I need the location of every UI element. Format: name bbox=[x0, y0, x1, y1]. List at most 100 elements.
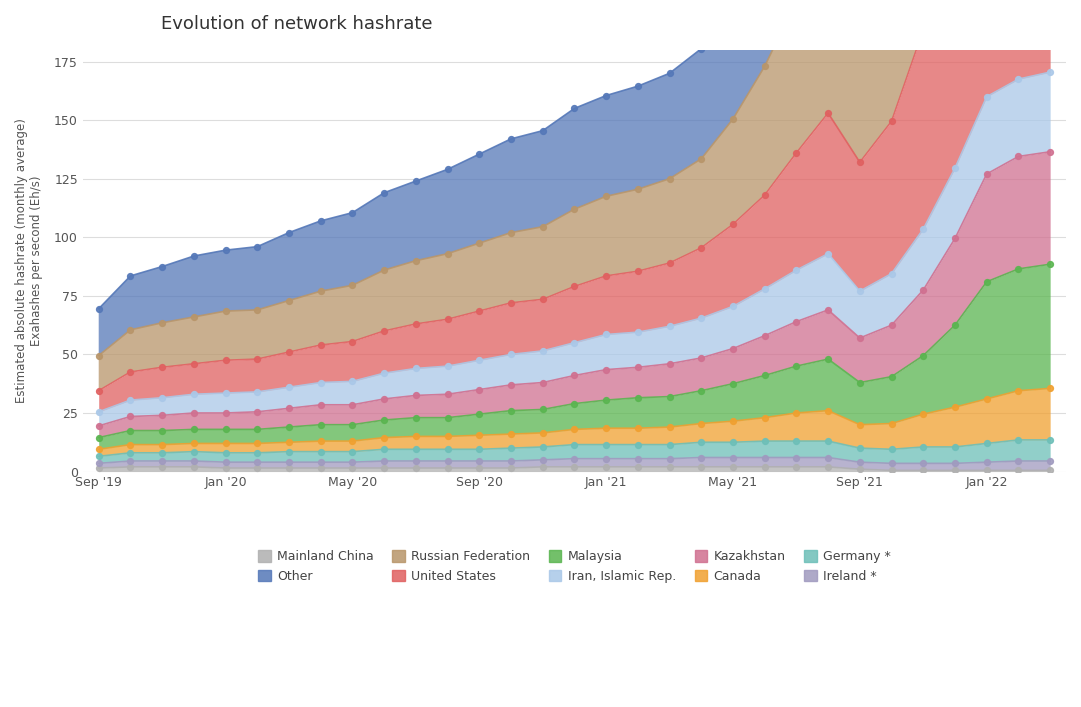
Point bbox=[249, 423, 266, 435]
Point bbox=[154, 425, 171, 436]
Point bbox=[915, 24, 932, 35]
Point bbox=[154, 317, 171, 329]
Point bbox=[312, 446, 330, 457]
Point bbox=[788, 0, 805, 6]
Point bbox=[629, 81, 646, 92]
Point bbox=[503, 455, 520, 467]
Point bbox=[408, 455, 425, 467]
Point bbox=[851, 457, 868, 468]
Point bbox=[249, 304, 266, 315]
Point bbox=[978, 91, 996, 103]
Point bbox=[185, 250, 202, 262]
Point bbox=[122, 425, 139, 436]
Point bbox=[344, 336, 361, 347]
Point bbox=[439, 431, 456, 442]
Point bbox=[883, 464, 900, 476]
Point bbox=[470, 462, 488, 474]
Point bbox=[503, 133, 520, 144]
Point bbox=[788, 264, 805, 276]
Point bbox=[851, 377, 868, 388]
Point bbox=[756, 370, 773, 381]
Point bbox=[90, 457, 107, 469]
Point bbox=[756, 284, 773, 295]
Point bbox=[312, 339, 330, 351]
Point bbox=[946, 163, 963, 174]
Point bbox=[122, 461, 139, 472]
Point bbox=[122, 439, 139, 450]
Point bbox=[375, 264, 392, 276]
Point bbox=[598, 423, 615, 434]
Point bbox=[470, 238, 488, 249]
Point bbox=[408, 462, 425, 474]
Point bbox=[375, 455, 392, 467]
Point bbox=[851, 464, 868, 475]
Point bbox=[565, 337, 583, 349]
Point bbox=[470, 305, 488, 317]
Point bbox=[439, 412, 456, 423]
Point bbox=[724, 437, 742, 448]
Point bbox=[280, 403, 297, 414]
Point bbox=[1010, 455, 1027, 467]
Point bbox=[598, 329, 615, 340]
Point bbox=[439, 455, 456, 467]
Point bbox=[819, 461, 837, 472]
Point bbox=[280, 462, 297, 474]
Point bbox=[312, 377, 330, 388]
Point bbox=[375, 462, 392, 474]
Point bbox=[280, 295, 297, 306]
Point bbox=[946, 233, 963, 244]
Point bbox=[154, 392, 171, 404]
Point bbox=[439, 389, 456, 400]
Point bbox=[534, 404, 551, 415]
Point bbox=[408, 175, 425, 187]
Point bbox=[439, 462, 456, 474]
Point bbox=[629, 327, 646, 338]
Point bbox=[344, 457, 361, 468]
Legend: Mainland China, Other, Russian Federation, United States, Malaysia, Iran, Islami: Mainland China, Other, Russian Federatio… bbox=[253, 545, 896, 588]
Point bbox=[1010, 464, 1027, 476]
Point bbox=[915, 457, 932, 469]
Point bbox=[312, 419, 330, 431]
Point bbox=[629, 453, 646, 464]
Point bbox=[946, 457, 963, 469]
Point bbox=[470, 430, 488, 441]
Point bbox=[724, 343, 742, 354]
Point bbox=[217, 245, 235, 256]
Point bbox=[1010, 434, 1027, 445]
Point bbox=[470, 444, 488, 455]
Point bbox=[883, 371, 900, 382]
Point bbox=[470, 384, 488, 395]
Point bbox=[470, 455, 488, 467]
Point bbox=[185, 455, 202, 467]
Point bbox=[978, 168, 996, 180]
Point bbox=[693, 418, 710, 429]
Point bbox=[724, 113, 742, 124]
Point bbox=[946, 402, 963, 413]
Point bbox=[90, 462, 107, 474]
Point bbox=[408, 444, 425, 455]
Point bbox=[1041, 434, 1058, 445]
Point bbox=[90, 444, 107, 455]
Point bbox=[756, 189, 773, 201]
Point bbox=[185, 407, 202, 419]
Point bbox=[978, 464, 996, 476]
Point bbox=[470, 355, 488, 366]
Point bbox=[249, 386, 266, 397]
Point bbox=[629, 439, 646, 450]
Point bbox=[154, 439, 171, 450]
Point bbox=[724, 452, 742, 463]
Point bbox=[90, 420, 107, 431]
Point bbox=[565, 439, 583, 450]
Point bbox=[598, 395, 615, 406]
Point bbox=[629, 362, 646, 373]
Point bbox=[978, 393, 996, 404]
Point bbox=[629, 266, 646, 277]
Point bbox=[660, 391, 678, 402]
Point bbox=[249, 462, 266, 474]
Point bbox=[915, 464, 932, 476]
Point bbox=[660, 68, 678, 79]
Point bbox=[375, 414, 392, 426]
Point bbox=[470, 409, 488, 420]
Point bbox=[598, 453, 615, 464]
Point bbox=[503, 443, 520, 454]
